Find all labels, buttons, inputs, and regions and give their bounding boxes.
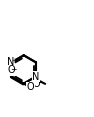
Text: −: −	[11, 65, 17, 74]
Text: N: N	[7, 57, 14, 67]
Text: O: O	[8, 65, 15, 75]
Text: O: O	[32, 79, 40, 89]
Text: O: O	[27, 82, 34, 93]
Text: +: +	[11, 58, 17, 64]
Text: N: N	[32, 71, 40, 82]
